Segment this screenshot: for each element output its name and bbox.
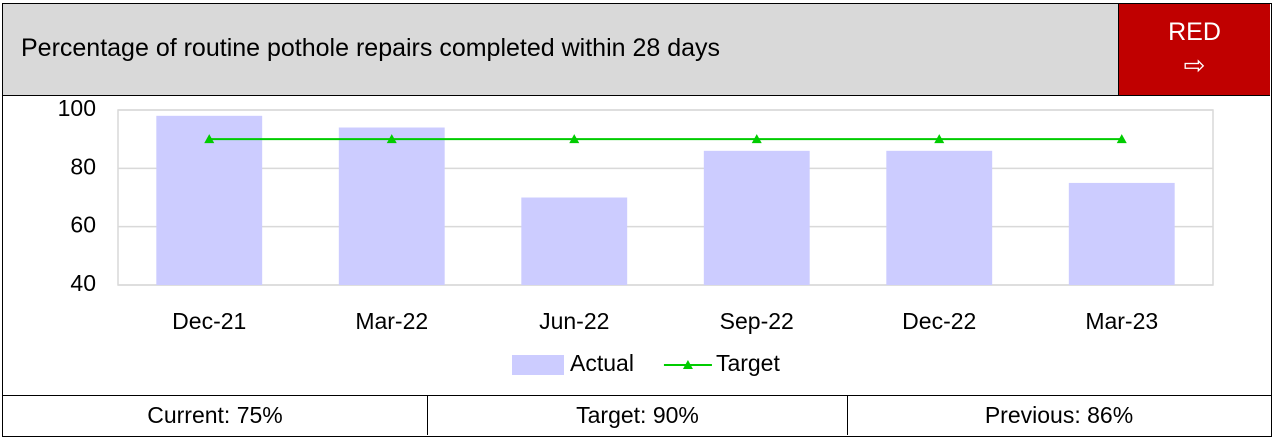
footer: Current: 75% Target: 90% Previous: 86% [3, 395, 1271, 435]
legend-label: Target [716, 350, 781, 376]
title: Percentage of routine pothole repairs co… [21, 34, 721, 62]
x-tick-label: Dec-22 [902, 308, 976, 334]
x-tick-label: Mar-22 [355, 308, 428, 334]
legend-label: Actual [570, 350, 634, 376]
bar [1068, 182, 1175, 285]
y-tick-label: 40 [70, 270, 96, 296]
x-tick-label: Jun-22 [539, 308, 609, 334]
marker [1116, 134, 1127, 144]
bar [338, 127, 445, 285]
footer-cell: Current: 75% [3, 396, 428, 435]
y-tick-label: 80 [70, 153, 96, 179]
x-tick-label: Dec-21 [172, 308, 246, 334]
indicator-card: Percentage of routine pothole repairs co… [2, 3, 1272, 437]
footer-cell: Target: 90% [428, 396, 848, 435]
marker [204, 134, 215, 144]
marker [386, 134, 397, 144]
marker [751, 134, 762, 144]
y-tick-label: 60 [70, 212, 96, 238]
header: Percentage of routine pothole repairs co… [3, 4, 1118, 96]
bar [886, 150, 993, 285]
legend-marker [682, 360, 693, 369]
status-text: RED [1168, 18, 1221, 46]
x-tick-label: Mar-23 [1085, 308, 1158, 334]
y-tick-label: 100 [58, 95, 96, 121]
bar [703, 150, 810, 285]
bar [156, 115, 263, 285]
marker [569, 134, 580, 144]
chart: 40 60 80 100 Dec-21 Mar-22 Jun-22 Sep-22 Dec-22 M… [58, 95, 1214, 376]
plot-area [117, 109, 1214, 286]
legend-swatch [512, 355, 564, 375]
footer-cell: Previous: 86% [984, 402, 1134, 428]
status-badge: RED ⇨ [1118, 4, 1270, 96]
arrow-icon: ⇨ [1183, 50, 1206, 80]
x-tick-label: Sep-22 [720, 308, 794, 334]
marker [934, 134, 945, 144]
bar [521, 197, 628, 285]
